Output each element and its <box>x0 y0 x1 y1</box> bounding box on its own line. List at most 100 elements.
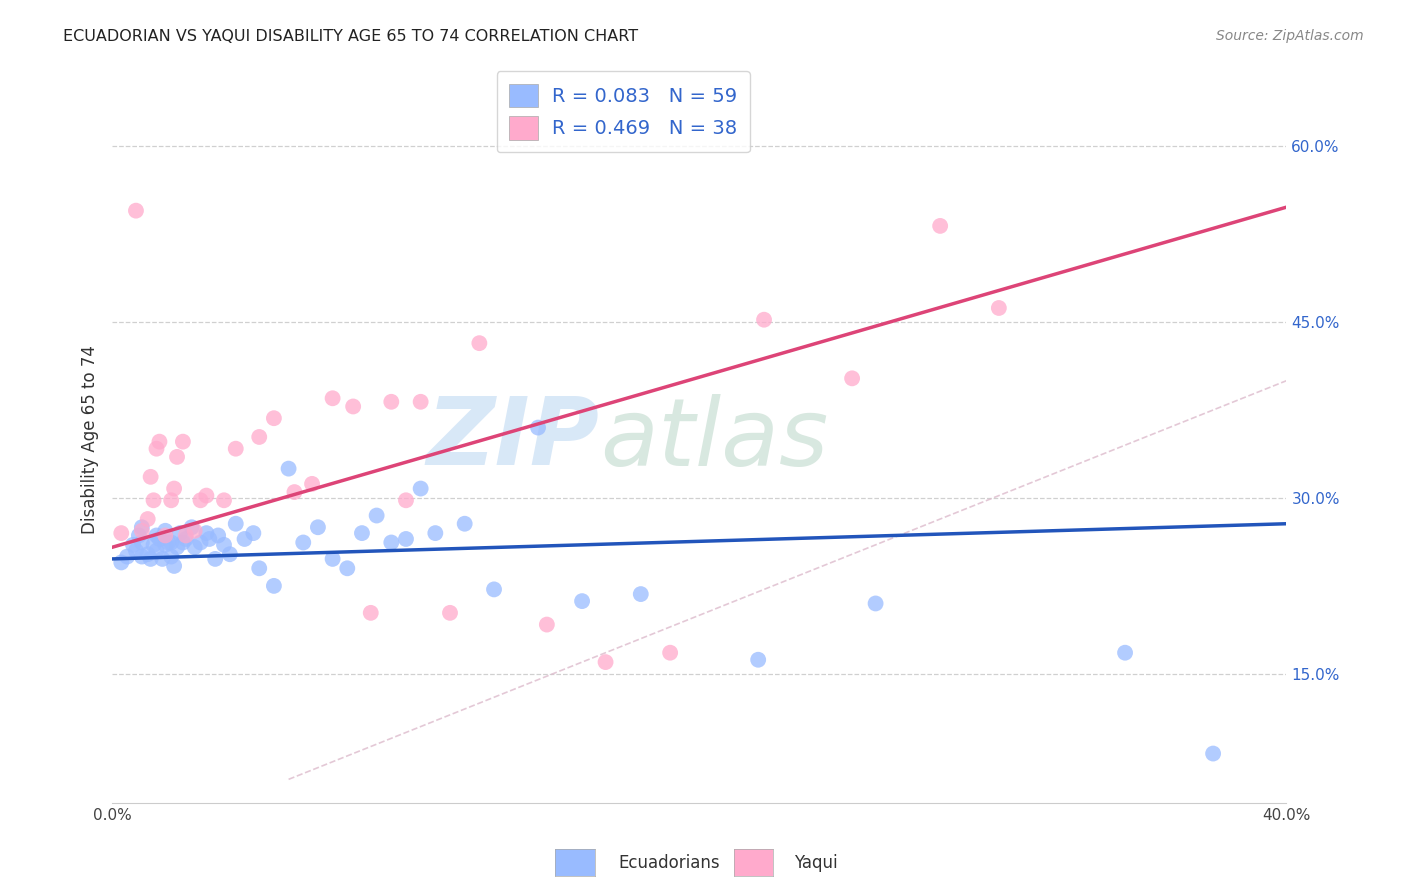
Point <box>160 535 183 549</box>
Point <box>195 526 218 541</box>
Point <box>247 561 270 575</box>
Point <box>292 535 315 549</box>
Point <box>136 547 159 561</box>
Point <box>841 371 863 385</box>
Point <box>425 526 447 541</box>
Point <box>482 582 505 597</box>
Point <box>865 597 887 611</box>
Point <box>536 617 558 632</box>
Text: Source: ZipAtlas.com: Source: ZipAtlas.com <box>1216 29 1364 43</box>
Point <box>453 516 475 531</box>
Point <box>155 524 177 538</box>
Point <box>659 646 682 660</box>
Point <box>174 528 197 542</box>
Point <box>139 552 162 566</box>
Point <box>242 526 264 541</box>
Point <box>163 482 186 496</box>
Point <box>595 655 617 669</box>
Point <box>172 535 194 549</box>
Point <box>468 336 491 351</box>
Point <box>752 312 775 326</box>
Point <box>131 535 153 549</box>
Point <box>122 538 145 552</box>
Point <box>131 549 153 564</box>
Point <box>148 434 170 449</box>
Point <box>380 394 402 409</box>
Point <box>263 411 285 425</box>
Point <box>219 547 242 561</box>
Point <box>174 532 197 546</box>
Point <box>125 543 148 558</box>
Point <box>160 549 183 564</box>
Point <box>180 520 202 534</box>
Point <box>380 535 402 549</box>
Point <box>145 442 167 456</box>
Point <box>225 442 247 456</box>
Point <box>1202 747 1225 761</box>
Point <box>195 489 218 503</box>
Text: ECUADORIAN VS YAQUI DISABILITY AGE 65 TO 74 CORRELATION CHART: ECUADORIAN VS YAQUI DISABILITY AGE 65 TO… <box>63 29 638 44</box>
Point <box>342 400 364 414</box>
Legend: R = 0.083   N = 59, R = 0.469   N = 38: R = 0.083 N = 59, R = 0.469 N = 38 <box>496 71 749 153</box>
Point <box>987 301 1010 315</box>
Y-axis label: Disability Age 65 to 74: Disability Age 65 to 74 <box>80 345 98 533</box>
Point <box>148 532 170 546</box>
Point <box>110 526 132 541</box>
Point <box>1114 646 1136 660</box>
Point <box>160 493 183 508</box>
Point <box>157 535 180 549</box>
Point <box>115 549 138 564</box>
Point <box>155 538 177 552</box>
Point <box>128 528 150 542</box>
Point <box>322 391 344 405</box>
Point <box>163 558 186 573</box>
Point <box>204 552 226 566</box>
Point <box>207 528 229 542</box>
Point <box>150 552 173 566</box>
Point <box>233 532 256 546</box>
Point <box>322 552 344 566</box>
Point <box>142 538 165 552</box>
Point <box>131 524 153 538</box>
Text: Ecuadorians: Ecuadorians <box>619 855 720 872</box>
Point <box>110 556 132 570</box>
Text: atlas: atlas <box>600 393 828 485</box>
Text: Yaqui: Yaqui <box>794 855 838 872</box>
Point <box>247 430 270 444</box>
Point <box>395 532 418 546</box>
Point <box>263 579 285 593</box>
Point <box>125 203 148 218</box>
Point <box>212 538 235 552</box>
Point <box>142 493 165 508</box>
Point <box>183 540 205 554</box>
Point <box>301 476 323 491</box>
Point <box>360 606 382 620</box>
Point <box>409 482 432 496</box>
Point <box>136 512 159 526</box>
Point <box>145 528 167 542</box>
Point <box>172 434 194 449</box>
Point <box>212 493 235 508</box>
Point <box>183 524 205 538</box>
Point <box>336 561 359 575</box>
Point <box>145 543 167 558</box>
Point <box>350 526 373 541</box>
Point <box>395 493 418 508</box>
Point <box>571 594 593 608</box>
Point <box>198 532 221 546</box>
Point <box>630 587 652 601</box>
Text: ZIP: ZIP <box>427 393 600 485</box>
Point <box>439 606 461 620</box>
Point <box>747 653 769 667</box>
Point <box>190 535 212 549</box>
Point <box>190 493 212 508</box>
Point <box>307 520 329 534</box>
Point <box>155 528 177 542</box>
Point <box>277 461 299 475</box>
Point <box>366 508 388 523</box>
Point <box>527 420 550 434</box>
Point <box>283 485 305 500</box>
Point <box>131 520 153 534</box>
Point <box>929 219 952 233</box>
Point <box>166 450 188 464</box>
